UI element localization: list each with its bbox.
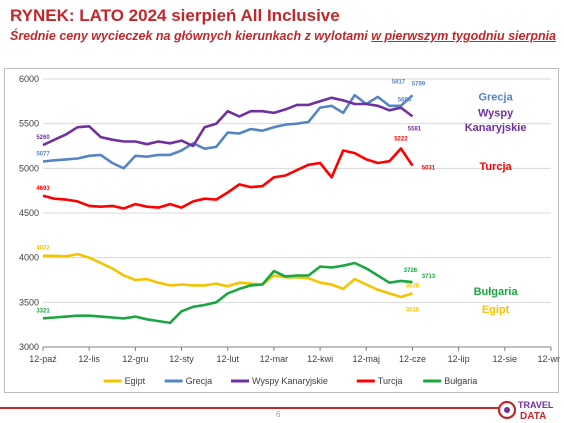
series-direct-label: Egipt	[482, 304, 510, 316]
series-line-egipt	[42, 252, 413, 299]
logo-bottom-text: DATA	[520, 411, 546, 422]
page-number: 6	[276, 410, 281, 419]
page-title: RYNEK: LATO 2024 sierpień All Inclusive	[10, 6, 340, 25]
series-direct-label: Wyspy	[478, 108, 514, 120]
subtitle-underlined: w pierwszym tygodniu sierpnia	[371, 29, 557, 43]
y-tick-label: 6000	[19, 74, 39, 84]
series-direct-label: Bułgaria	[474, 286, 519, 298]
y-tick-label: 3000	[19, 342, 39, 352]
legend-label: Egipt	[125, 376, 146, 386]
line-chart: 3000 3500 4000 4500 5000 5500 6000 12-paź 12-lis…	[19, 74, 560, 386]
series-direct-label: Grecja	[478, 91, 513, 103]
x-tick-label: 12-sty	[169, 354, 194, 364]
x-tick-label: 12-gru	[122, 354, 148, 364]
legend-label: Wyspy Kanaryjskie	[252, 376, 328, 386]
data-label: 5222	[394, 137, 408, 143]
data-label: 5031	[422, 166, 436, 172]
y-tick-label: 3500	[19, 297, 39, 307]
data-label: 5799	[412, 81, 426, 87]
x-tick-label: 12-maj	[353, 354, 381, 364]
x-tick-label: 12-sie	[493, 354, 518, 364]
x-tick-label: 12-kwi	[307, 354, 333, 364]
legend-label: Grecja	[186, 376, 213, 386]
data-label: 3321	[36, 308, 50, 314]
y-tick-label: 5000	[19, 163, 39, 173]
data-label: 3713	[422, 274, 436, 280]
series-line-grecja	[42, 93, 414, 170]
x-tick-label: 12-lip	[448, 354, 470, 364]
legend-label: Bułgaria	[444, 376, 477, 386]
y-tick-label: 4000	[19, 253, 39, 263]
x-tick-label: 12-lut	[216, 354, 239, 364]
x-tick-label: 12-paź	[29, 354, 57, 364]
subtitle-main: Średnie ceny wycieczek na głównych kieru…	[10, 29, 372, 43]
x-tick-label: 12-cze	[399, 354, 426, 364]
data-label: 4693	[36, 186, 50, 192]
series-line-wyspy-kanaryjskie	[42, 96, 414, 148]
x-tick-label: 12-lis	[78, 354, 100, 364]
data-label: 4022	[36, 246, 50, 252]
footer-divider	[0, 407, 500, 409]
data-label: 5077	[36, 151, 50, 157]
data-label: 5260	[36, 135, 50, 141]
series-direct-label: Turcja	[479, 161, 512, 173]
data-label: 5686	[398, 97, 412, 103]
travel-data-logo: TRAVEL DATA	[498, 400, 554, 422]
data-label: 5581	[408, 126, 422, 132]
logo-top-text: TRAVEL	[518, 400, 554, 410]
page-subtitle: Średnie ceny wycieczek na głównych kieru…	[10, 29, 556, 43]
data-label: 5817	[392, 79, 406, 85]
x-tick-label: 12-mar	[260, 354, 289, 364]
data-label: 3726	[404, 268, 418, 274]
chart-panel: 3000 3500 4000 4500 5000 5500 6000 12-paź 12-lis…	[4, 68, 560, 393]
series-direct-label: Kanaryjskie	[465, 122, 527, 134]
legend-label: Turcja	[378, 376, 403, 386]
data-label: 3628	[406, 283, 420, 289]
y-tick-label: 4500	[19, 208, 39, 218]
data-label: 3515	[406, 307, 420, 313]
y-tick-label: 5500	[19, 119, 39, 129]
x-tick-label: 12-wrz	[537, 354, 560, 364]
series-line-turcja	[42, 147, 414, 210]
series-line-bułgaria	[42, 261, 413, 325]
